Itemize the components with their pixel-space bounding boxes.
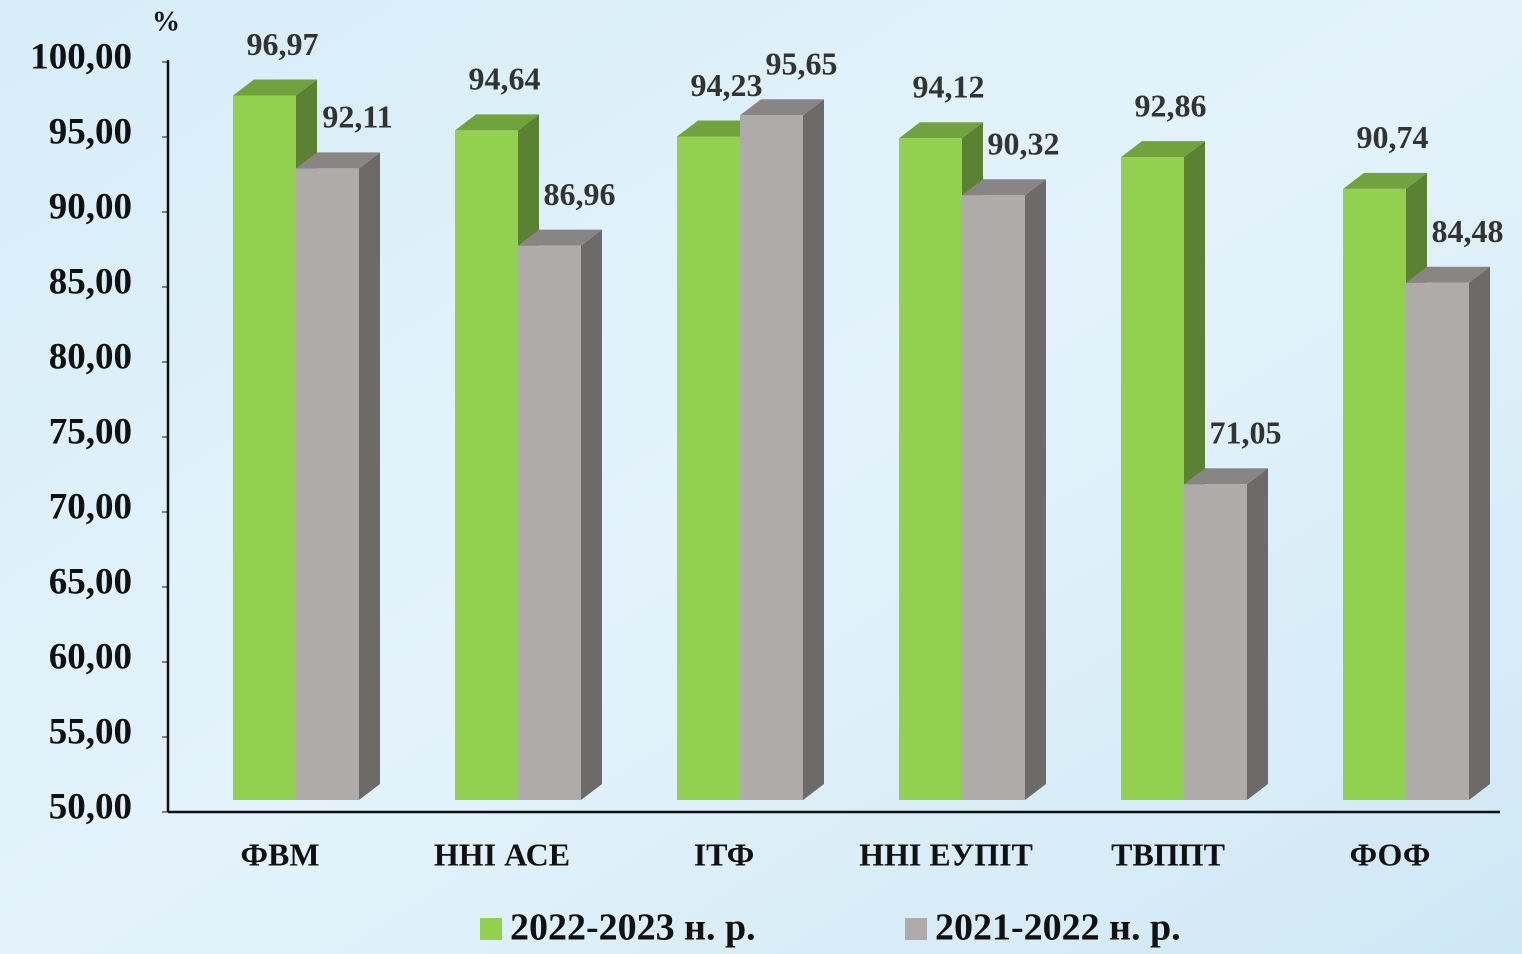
bar: [1406, 266, 1490, 800]
y-tick-label: 70,00: [49, 486, 132, 527]
x-tick-label: ННІ ЕУПІТ: [859, 836, 1033, 872]
bar: [1121, 141, 1205, 801]
legend-swatch: [905, 918, 927, 940]
data-label: 92,86: [1135, 87, 1207, 123]
bar: [296, 152, 380, 801]
bar-front: [962, 195, 1025, 800]
bar-top: [740, 99, 824, 116]
bar-front: [1121, 157, 1184, 801]
data-label: 90,74: [1357, 119, 1429, 155]
data-label: 95,65: [766, 46, 838, 82]
bar-top: [1343, 172, 1427, 189]
y-axis-label: %: [152, 6, 180, 37]
bar: [518, 229, 602, 801]
x-tick-label: ІТФ: [694, 836, 755, 872]
bar-side: [1025, 179, 1046, 800]
bar: [740, 99, 824, 800]
y-tick-label: 80,00: [49, 336, 132, 377]
bar: [1184, 468, 1268, 800]
bar-top: [1121, 141, 1205, 158]
y-tick-label: 85,00: [49, 261, 132, 302]
bar-top: [1406, 266, 1490, 283]
data-label: 84,48: [1432, 213, 1504, 249]
data-label: 94,12: [913, 69, 985, 105]
y-tick-label: 95,00: [49, 111, 132, 152]
bar-front: [677, 136, 740, 801]
y-tick-label: 100,00: [30, 36, 132, 77]
data-label: 96,97: [247, 26, 319, 62]
bar-side: [803, 99, 824, 800]
legend-swatch: [480, 918, 502, 940]
y-tick-label: 75,00: [49, 411, 132, 452]
bar-side: [359, 152, 380, 801]
bar-top: [962, 179, 1046, 196]
legend-label: 2021-2022 н. р.: [935, 907, 1181, 949]
bar-top: [296, 152, 380, 169]
x-tick-label: ТВППТ: [1111, 836, 1225, 872]
bar-front: [455, 130, 518, 800]
bar-front: [1343, 188, 1406, 800]
bar-front: [740, 115, 803, 800]
x-tick-label: ФВМ: [240, 836, 319, 872]
bar-top: [1184, 468, 1268, 485]
bar-top: [233, 79, 317, 96]
bar-side: [1469, 266, 1490, 800]
bar: [962, 179, 1046, 800]
bar-front: [518, 245, 581, 801]
x-tick-label: ФОФ: [1350, 836, 1431, 872]
data-label: 86,96: [544, 176, 616, 212]
data-label: 94,64: [469, 61, 541, 97]
data-label: 71,05: [1210, 415, 1282, 451]
bar-front: [1406, 282, 1469, 800]
y-tick-label: 50,00: [49, 786, 132, 827]
bar-side: [581, 229, 602, 801]
bar-front: [899, 138, 962, 800]
data-label: 92,11: [322, 99, 392, 135]
bar-side: [1247, 468, 1268, 800]
y-tick-label: 90,00: [49, 186, 132, 227]
legend-label: 2022-2023 н. р.: [510, 907, 756, 949]
y-tick-label: 55,00: [49, 711, 132, 752]
bar-front: [1184, 484, 1247, 800]
data-label: 90,32: [988, 126, 1060, 162]
data-label: 94,23: [691, 67, 763, 103]
y-tick-label: 65,00: [49, 561, 132, 602]
bar-top: [899, 122, 983, 139]
bar-front: [233, 95, 296, 800]
y-tick-label: 60,00: [49, 636, 132, 677]
x-tick-label: ННІ АСЕ: [434, 836, 570, 872]
bar-top: [455, 114, 539, 131]
bar-top: [518, 229, 602, 246]
bar-front: [296, 168, 359, 801]
